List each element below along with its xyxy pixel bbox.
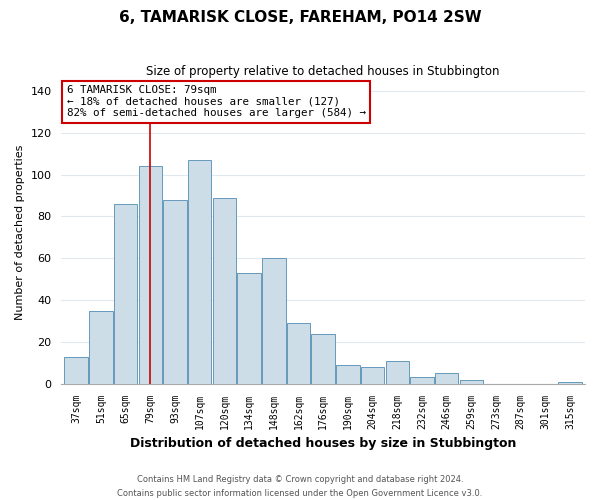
- Bar: [114, 204, 137, 384]
- Text: Contains HM Land Registry data © Crown copyright and database right 2024.
Contai: Contains HM Land Registry data © Crown c…: [118, 476, 482, 498]
- Bar: [212, 198, 236, 384]
- Bar: [262, 258, 286, 384]
- Bar: [89, 310, 113, 384]
- Bar: [287, 323, 310, 384]
- Bar: [410, 378, 434, 384]
- Bar: [311, 334, 335, 384]
- Bar: [64, 356, 88, 384]
- Text: 6, TAMARISK CLOSE, FAREHAM, PO14 2SW: 6, TAMARISK CLOSE, FAREHAM, PO14 2SW: [119, 10, 481, 25]
- Bar: [139, 166, 162, 384]
- Bar: [188, 160, 211, 384]
- Bar: [435, 373, 458, 384]
- Title: Size of property relative to detached houses in Stubbington: Size of property relative to detached ho…: [146, 65, 500, 78]
- Bar: [238, 273, 261, 384]
- Bar: [559, 382, 582, 384]
- X-axis label: Distribution of detached houses by size in Stubbington: Distribution of detached houses by size …: [130, 437, 517, 450]
- Bar: [386, 360, 409, 384]
- Text: 6 TAMARISK CLOSE: 79sqm
← 18% of detached houses are smaller (127)
82% of semi-d: 6 TAMARISK CLOSE: 79sqm ← 18% of detache…: [67, 85, 365, 118]
- Bar: [361, 367, 385, 384]
- Bar: [336, 365, 359, 384]
- Y-axis label: Number of detached properties: Number of detached properties: [15, 144, 25, 320]
- Bar: [163, 200, 187, 384]
- Bar: [460, 380, 483, 384]
